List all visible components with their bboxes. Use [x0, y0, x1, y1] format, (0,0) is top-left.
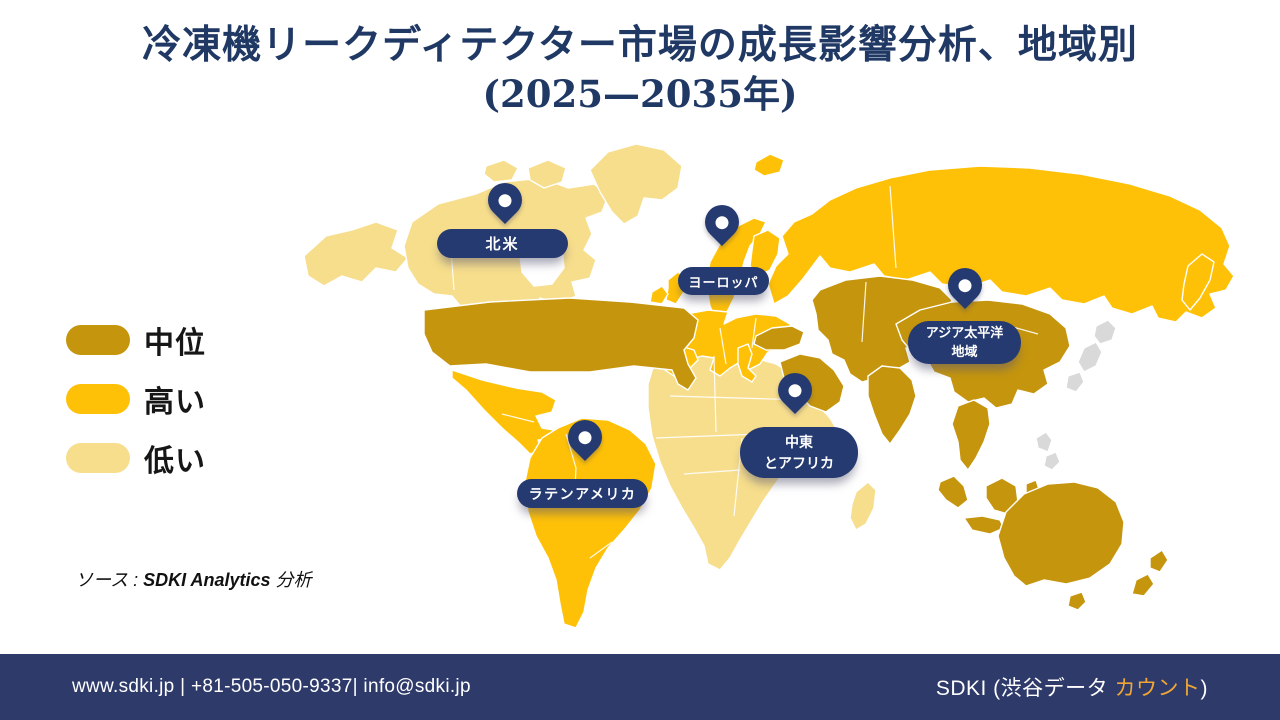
region-central-asia [811, 275, 953, 383]
map-label-text: とアフリカ [764, 454, 834, 471]
legend-swatch-high [66, 384, 130, 414]
map-label-europe: ヨーロッパ [678, 267, 769, 295]
title-line-2: (2025—2035年) [482, 71, 798, 116]
region-australia [997, 481, 1125, 587]
legend-swatch-low [66, 443, 130, 473]
region-kamchatka [1181, 253, 1215, 311]
region-new-zealand-north [1149, 549, 1169, 573]
region-arctic-island [483, 159, 519, 183]
map-label-text: アジア太平洋 [925, 325, 1004, 341]
source-note: ソース : SDKI Analytics 分析 [75, 566, 312, 592]
location-pin-icon [940, 260, 990, 310]
region-baffin-island [527, 159, 567, 189]
pin-north-america [480, 175, 530, 225]
region-philippines-south [1043, 451, 1061, 471]
location-pin-icon [480, 175, 530, 225]
map-label-text: ラテンアメリカ [528, 485, 637, 502]
legend-label-high: 高い [144, 386, 206, 419]
footer-brand-prefix: SDKI (渋谷データ [935, 677, 1115, 700]
legend-label-low: 低い [144, 445, 206, 478]
legend-label-medium: 中位 [144, 327, 206, 360]
map-label-asia-pacific: アジア太平洋 地域 [908, 321, 1021, 364]
location-pin-icon [770, 365, 820, 415]
map-label-text: 北米 [485, 236, 520, 253]
region-iceland [753, 153, 785, 177]
source-prefix: ソース : [75, 570, 144, 590]
region-japan-honshu [1077, 341, 1103, 373]
world-map-svg [303, 143, 1235, 629]
region-southeast-asia [951, 399, 991, 471]
page-title: 冷凍機リークディテクター市場の成長影響分析、地域別 (2025—2035年) [0, 20, 1280, 117]
footer-brand-accent: カウント [1114, 677, 1201, 700]
region-italy [737, 343, 757, 383]
region-europe-mainland [667, 309, 795, 377]
footer-brand: SDKI (渋谷データ カウント) [936, 672, 1208, 702]
legend-item-high: 高い [66, 377, 206, 421]
region-south-america [523, 417, 657, 629]
region-philippines-north [1035, 431, 1053, 453]
footer-bar: www.sdki.jp | +81-505-050-9337| info@sdk… [0, 654, 1280, 720]
legend: 中位 高い 低い [66, 318, 206, 480]
world-map [290, 138, 1240, 643]
source-brand: SDKI Analytics [143, 570, 271, 590]
legend-item-low: 低い [66, 436, 206, 480]
footer-brand-suffix: ) [1200, 677, 1208, 700]
location-pin-icon [697, 197, 747, 247]
region-new-zealand-south [1131, 573, 1155, 597]
map-label-north-america: 北米 [437, 229, 568, 258]
pin-latin-america [560, 412, 610, 462]
region-sumatra [937, 475, 969, 509]
location-pin-icon [560, 412, 610, 462]
region-japan-hokkaido [1093, 319, 1117, 345]
region-india [867, 365, 917, 445]
region-ireland [649, 285, 669, 305]
source-suffix: 分析 [270, 570, 312, 590]
region-turkey [753, 325, 805, 351]
title-line-1: 冷凍機リークディテクター市場の成長影響分析、地域別 [142, 22, 1138, 68]
region-greenland [589, 143, 683, 225]
pin-middle-east-africa [770, 365, 820, 415]
region-java [963, 515, 1005, 535]
map-label-text: 地域 [951, 343, 978, 359]
region-alaska [303, 221, 409, 287]
footer-contact: www.sdki.jp | +81-505-050-9337| info@sdk… [72, 676, 471, 697]
region-madagascar [849, 481, 877, 531]
region-russia [767, 165, 1235, 323]
region-tasmania [1067, 591, 1087, 611]
map-label-latin-america: ラテンアメリカ [517, 479, 648, 508]
region-usa [423, 297, 699, 391]
map-label-text: 中東 [785, 434, 813, 451]
region-japan-kyushu [1065, 371, 1085, 393]
pin-europe [697, 197, 747, 247]
map-label-middle-east-africa: 中東 とアフリカ [740, 427, 858, 478]
region-finland [749, 229, 781, 277]
legend-swatch-medium [66, 325, 130, 355]
map-label-text: ヨーロッパ [688, 274, 759, 290]
legend-item-medium: 中位 [66, 318, 206, 362]
pin-asia-pacific [940, 260, 990, 310]
